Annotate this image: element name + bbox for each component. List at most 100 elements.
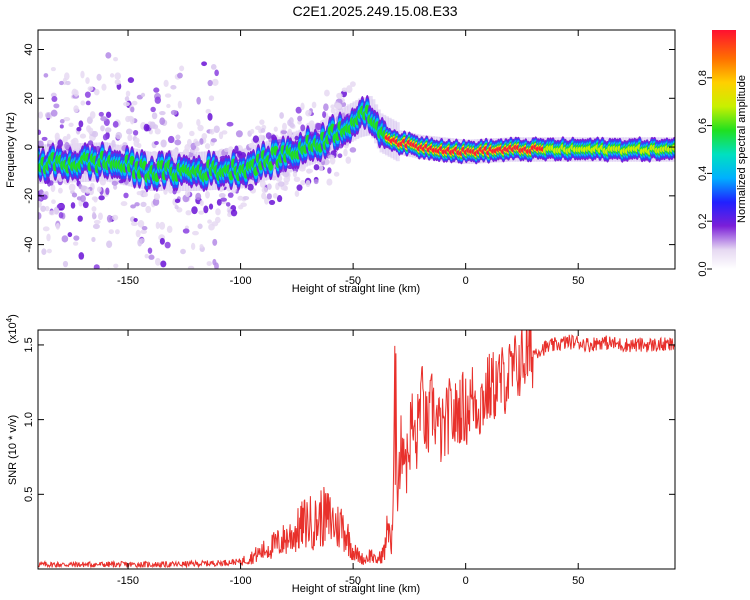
- spectrogram-speckle-dot: [322, 111, 327, 119]
- spectrogram-speckle-dot: [204, 143, 211, 150]
- figure-title: C2E1.2025.249.15.08.E33: [292, 3, 457, 19]
- spectrogram-speckle-dot: [50, 109, 58, 117]
- spectrogram-speckle-dot: [100, 125, 105, 132]
- spectrogram-speckle-dot: [40, 205, 46, 212]
- spectrogram-speckle-dot: [59, 124, 64, 129]
- spectrogram-speckle-dot: [51, 199, 56, 205]
- spectrogram-speckle-dot: [227, 212, 232, 218]
- spectrogram-speckle-dot: [91, 206, 97, 212]
- spectrogram-speckle-dot: [85, 100, 91, 106]
- spectrogram-speckle-dot: [125, 128, 133, 135]
- spectrogram-speckle-dot: [174, 198, 181, 204]
- spectrogram-speckle-dot: [327, 167, 332, 174]
- spectrogram-speckle-dot: [293, 176, 301, 183]
- snr-y-ticks: 0.5 1.0 1.5: [23, 337, 675, 502]
- spectrogram-speckle-dot: [149, 121, 156, 129]
- spectrogram-speckle-dot: [175, 134, 181, 140]
- spectrogram-ridge: [38, 95, 675, 193]
- spectrogram-speckle-dot: [227, 192, 234, 198]
- spectrogram-speckle-dot: [201, 133, 208, 140]
- spectrogram-speckle-dot: [98, 195, 105, 201]
- spectrogram-speckle-dot: [231, 187, 237, 194]
- spectrogram-speckle-dot: [208, 223, 215, 231]
- spectrogram-speckle-dot: [115, 131, 123, 140]
- spectrogram-speckle-dot: [63, 117, 71, 122]
- spectrogram-speckle-dot: [297, 115, 303, 122]
- spectrogram-y-tick-label: 40: [23, 43, 35, 55]
- spectrogram-speckle-dot: [261, 187, 268, 194]
- spectrogram-speckle-dot: [41, 136, 48, 141]
- colorbar: 0.0 0.2 0.4 0.6 0.8 Normalized spectral ampl…: [697, 30, 748, 277]
- spectrogram-speckle-dot: [237, 195, 244, 201]
- snr-plot-area: [38, 330, 675, 569]
- spectrogram-speckle-dot: [93, 219, 101, 225]
- spectrogram-speckle-dot: [79, 133, 87, 139]
- spectrogram-speckle-dot: [205, 108, 212, 114]
- spectrogram-speckle-dot: [191, 206, 198, 215]
- spectrogram-speckle-dot: [58, 211, 64, 219]
- spectrogram-y-label: Frequency (Hz): [5, 112, 17, 188]
- spectrogram-speckle-dot: [68, 183, 76, 192]
- spectrogram-speckle-dot: [62, 135, 68, 144]
- spectrogram-speckle-dot: [197, 124, 204, 132]
- spectrogram-speckle-dot: [38, 140, 44, 148]
- spectrogram-speckle-dot: [53, 103, 60, 109]
- snr-x-label: Height of straight line (km): [292, 583, 420, 595]
- spectrogram-speckle-dot: [184, 189, 191, 198]
- spectrogram-speckle-dot: [196, 119, 201, 127]
- spectrogram-speckle-dot: [89, 111, 96, 119]
- spectrogram-speckle-dot: [140, 92, 146, 98]
- spectrogram-speckle-dot: [295, 106, 302, 114]
- spectrogram-speckle-dot: [99, 178, 107, 186]
- spectrogram-speckle-dot: [64, 72, 70, 81]
- spectrogram-speckle-dot: [46, 233, 51, 242]
- spectrogram-speckle-dot: [111, 139, 116, 148]
- snr-frame: [37, 329, 676, 570]
- spectrogram-speckle-dot: [313, 178, 319, 185]
- spectrogram-speckle-dot: [67, 232, 73, 238]
- snr-x-tick-label: 50: [572, 575, 584, 587]
- spectrogram-speckle-dot: [210, 63, 217, 70]
- spectrogram-speckle-dot: [87, 86, 94, 92]
- spectrogram-speckle-dot: [214, 262, 219, 269]
- spectrogram-speckle-dot: [247, 183, 254, 191]
- spectrogram-speckle-dot: [50, 184, 56, 193]
- spectrogram-speckle-dot: [80, 70, 85, 79]
- spectrogram-speckle-dot: [170, 109, 178, 116]
- spectrogram-speckle-dot: [300, 102, 305, 111]
- spectrogram-speckle-dot: [38, 111, 44, 119]
- spectrogram-speckle-dot: [120, 201, 128, 207]
- spectrogram-speckle-dot: [287, 128, 293, 137]
- spectrogram-x-label: Height of straight line (km): [292, 283, 420, 295]
- spectrogram-speckle-dot: [96, 73, 102, 81]
- spectrogram-speckle-dot: [282, 185, 288, 192]
- spectrogram-speckle-dot: [42, 226, 50, 232]
- spectrogram-speckle-dot: [276, 195, 283, 203]
- spectrogram-y-tick-label: -40: [23, 237, 35, 253]
- spectrogram-speckle-dot: [127, 77, 135, 83]
- spectrogram-speckle-dot: [208, 95, 215, 102]
- spectrogram-speckle-dot: [166, 225, 173, 234]
- spectrogram-speckle-dot: [44, 112, 52, 119]
- spectrogram-speckle-dot: [123, 192, 129, 199]
- spectrogram-speckle-dot: [334, 102, 342, 109]
- spectrogram-speckle-dot: [218, 193, 226, 198]
- spectrogram-speckle-dot: [166, 103, 171, 109]
- spectrogram-speckle-dot: [333, 171, 340, 177]
- spectrogram-speckle-dot: [337, 153, 343, 159]
- spectrogram-speckle-dot: [44, 205, 50, 212]
- spectrogram-speckle-dot: [73, 89, 79, 97]
- spectrogram-x-tick-label: -150: [117, 275, 139, 287]
- spectrogram-speckle-dot: [93, 264, 100, 269]
- spectrogram-speckle-dot: [106, 214, 113, 223]
- spectrogram-speckle-dot: [201, 61, 208, 67]
- spectrogram-x-tick-label: 50: [572, 275, 584, 287]
- spectrogram-speckle-dot: [76, 126, 82, 132]
- spectrogram-speckle-dot: [134, 202, 140, 207]
- spectrogram-speckle-dot: [323, 103, 329, 111]
- spectrogram-speckle-dot: [76, 196, 82, 201]
- spectrogram-speckle-dot: [153, 193, 161, 200]
- spectrogram-speckle-dot: [252, 135, 260, 143]
- spectrogram-speckle-dot: [234, 145, 239, 154]
- spectrogram-speckle-dot: [160, 139, 167, 148]
